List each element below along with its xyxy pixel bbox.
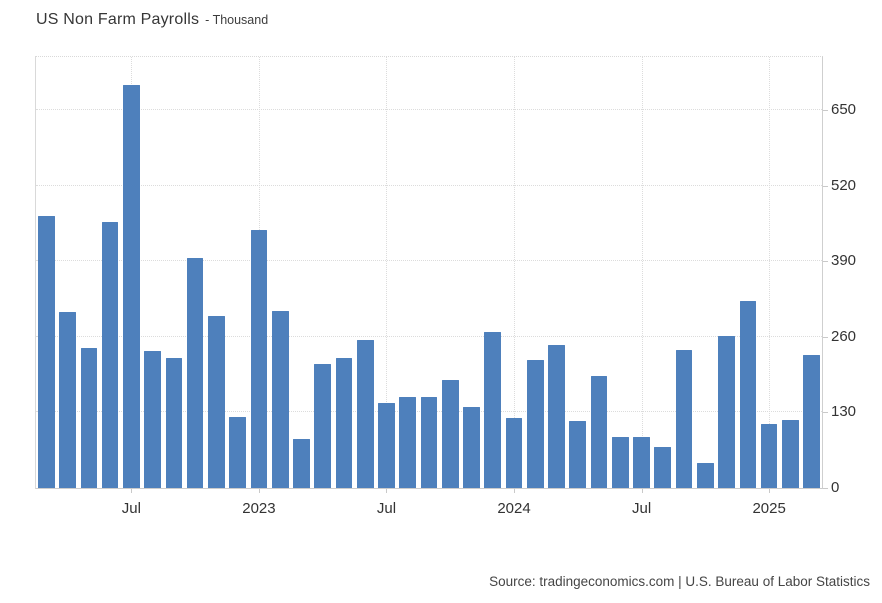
bar[interactable] [186,257,204,488]
bar[interactable] [484,332,502,488]
bar[interactable] [505,418,523,488]
bar[interactable] [803,355,820,488]
h-gridline [36,108,822,110]
y-axis-tick [823,336,828,338]
bar[interactable] [526,360,544,488]
v-gridline [386,57,388,488]
h-gridline [36,335,822,337]
plot-area [35,56,823,489]
y-axis-tick [823,109,828,111]
y-axis-label: 520 [831,176,857,194]
x-axis-tick [769,488,771,493]
bar[interactable] [293,439,310,488]
bar[interactable] [38,215,55,488]
bar[interactable] [250,230,268,488]
bar[interactable] [548,344,565,488]
bar[interactable] [654,446,672,488]
x-axis-tick [641,488,643,493]
y-axis-tick [823,412,828,414]
bar[interactable] [420,397,438,488]
y-axis-label: 130 [831,403,857,421]
y-axis-tick [823,261,828,263]
bar[interactable] [165,357,183,488]
bar[interactable] [739,300,757,488]
chart-unit-label: - Thousand [205,13,269,27]
bar[interactable] [378,402,395,488]
bar[interactable] [675,350,693,488]
v-gridline [641,57,643,488]
bar[interactable] [144,350,161,488]
bar[interactable] [80,348,98,488]
x-axis-tick [258,488,260,493]
bar[interactable] [208,316,225,488]
bar[interactable] [590,375,608,488]
bar[interactable] [782,419,799,488]
bar[interactable] [356,340,374,488]
x-axis-tick [514,488,516,493]
x-axis-label: Jul [376,500,397,517]
bar[interactable] [335,357,353,488]
bar[interactable] [314,363,332,488]
bar[interactable] [123,84,140,488]
y-axis-tick [823,185,828,187]
x-axis-tick [131,488,133,493]
bar[interactable] [697,463,714,488]
x-axis-label: Jul [121,500,141,517]
bar[interactable] [569,420,587,488]
x-axis-label: Jul [631,500,652,517]
v-gridline [769,57,771,488]
y-axis-label: 260 [831,327,857,345]
chart-title: US Non Farm Payrolls [36,11,200,28]
source-attribution: Source: tradingeconomics.com | U.S. Bure… [489,574,870,589]
bar[interactable] [229,416,246,488]
bar[interactable] [441,380,459,488]
y-axis-label: 0 [831,479,840,496]
x-axis-label: 2024 [497,500,531,517]
x-axis-tick [386,488,388,493]
y-axis-label: 650 [831,100,857,118]
x-axis-label: 2025 [752,500,786,517]
y-axis-tick [823,488,828,489]
bar[interactable] [633,436,650,488]
bar[interactable] [718,336,735,488]
bar[interactable] [271,310,289,488]
bar[interactable] [399,397,417,488]
v-gridline [514,57,516,488]
bar[interactable] [59,311,76,488]
x-axis-label: 2023 [242,500,276,517]
bar[interactable] [611,437,629,488]
chart-header: US Non Farm Payrolls - Thousand [36,11,268,29]
bar[interactable] [101,222,119,488]
y-axis-label: 390 [831,252,857,270]
h-gridline [36,184,822,186]
bar[interactable] [760,424,778,488]
h-gridline [36,260,822,262]
bar[interactable] [463,407,480,488]
